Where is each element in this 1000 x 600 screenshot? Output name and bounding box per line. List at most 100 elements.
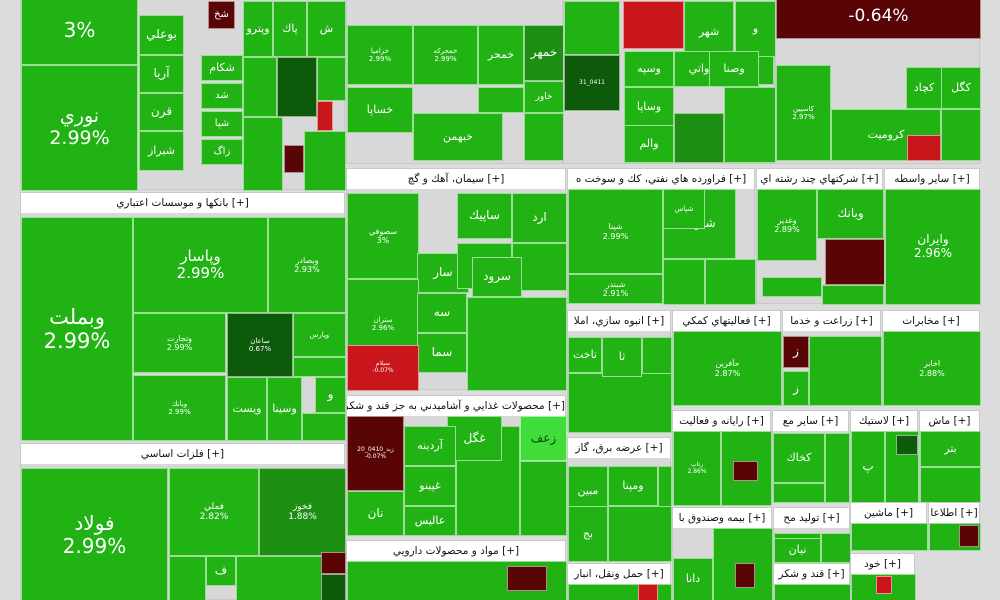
- treemap-cell[interactable]: [304, 131, 346, 191]
- stock-tile[interactable]: فولاد 2.99%: [21, 468, 168, 600]
- sector-header[interactable]: [+] مخابرات: [883, 311, 979, 331]
- stock-tile[interactable]: شپاس: [663, 189, 705, 229]
- sector-top_mid[interactable]: خزامیا 2.99% خساپا خبهمن خمحركه 2.99% خمحر خمهر…: [346, 0, 564, 164]
- stock-tile[interactable]: 31_0411: [564, 55, 620, 111]
- stock-tile[interactable]: زعف: [520, 416, 567, 461]
- sector-machinery[interactable]: بتر [+] ماش: [919, 410, 981, 503]
- treemap-cell[interactable]: [941, 109, 981, 161]
- stock-tile[interactable]: ومپنا: [608, 466, 658, 506]
- stock-tile[interactable]: كگل: [941, 67, 981, 109]
- stock-tile[interactable]: ارد: [512, 193, 567, 243]
- stock-tile[interactable]: [825, 239, 885, 285]
- stock-tile[interactable]: وتجارت 2.99%: [133, 313, 226, 373]
- sector-computer[interactable]: رتاپ 2.86% [+] رايانه و فعاليت: [672, 410, 772, 506]
- stock-tile[interactable]: وغدير 2.89%: [757, 189, 817, 261]
- treemap-cell[interactable]: [733, 461, 758, 481]
- treemap-cell[interactable]: [277, 57, 317, 117]
- stock-tile[interactable]: غپينو: [404, 466, 456, 506]
- sector-header[interactable]: [+] محصولات غذايي و آشاميدني به جز قند و…: [347, 396, 565, 416]
- sector-insurance[interactable]: دانا [+] بيمه وصندوق با: [672, 507, 773, 600]
- stock-tile[interactable]: و: [735, 1, 776, 57]
- sector-aux[interactable]: حآفرین 2.87% [+] فعاليتهاي كمكي: [672, 310, 782, 406]
- sector-cement[interactable]: سصوفي3%ساپيكاردسارسغسرودستران2.96%سهسماس…: [346, 168, 567, 391]
- treemap-cell[interactable]: [568, 373, 672, 433]
- stock-tile[interactable]: سما: [417, 333, 467, 373]
- stock-tile[interactable]: كاسپين 2.97%: [776, 65, 831, 161]
- stock-tile[interactable]: شبندر 2.91%: [568, 274, 663, 304]
- treemap-cell[interactable]: [735, 563, 755, 588]
- treemap-cell[interactable]: [169, 556, 206, 600]
- stock-tile[interactable]: آردينه: [404, 426, 456, 466]
- stock-tile[interactable]: سه: [417, 293, 467, 333]
- sector-info[interactable]: [+] اطلاعا: [928, 502, 981, 551]
- sector-header[interactable]: [+] لاستيك: [851, 411, 917, 431]
- stock-tile[interactable]: ثا: [602, 337, 642, 377]
- treemap-cell[interactable]: [822, 285, 884, 305]
- sector-agri[interactable]: ز ز [+] زراعت و خدما: [782, 310, 882, 406]
- stock-tile[interactable]: [762, 277, 822, 297]
- stock-tile[interactable]: زاگ: [201, 139, 243, 165]
- sector-header[interactable]: [+] ماش: [920, 411, 979, 431]
- stock-tile[interactable]: بج: [568, 506, 608, 562]
- stock-tile[interactable]: شخ: [208, 1, 235, 29]
- sector-header[interactable]: [+] بانكها و موسسات اعتباري: [21, 193, 344, 213]
- treemap-cell[interactable]: [809, 336, 882, 406]
- treemap-cell[interactable]: [774, 584, 851, 600]
- stock-tile[interactable]: وبانك: [817, 189, 884, 239]
- treemap-cell[interactable]: [524, 113, 564, 161]
- stock-tile[interactable]: خمحركه 2.99%: [413, 25, 478, 85]
- stock-tile[interactable]: وبملت 2.99%: [21, 217, 133, 441]
- stock-tile[interactable]: وايران 2.96%: [885, 189, 981, 305]
- sector-sugar[interactable]: [+] قند و شكر: [773, 563, 851, 600]
- sector-header[interactable]: [+] ساير مع: [773, 411, 848, 431]
- stock-tile[interactable]: فملي 2.82%: [169, 468, 259, 556]
- sector-banks[interactable]: وبملت 2.99% وپاسار 2.99% وبصادر 2.93% وتجارت 2.…: [20, 192, 346, 441]
- stock-tile[interactable]: نيان: [774, 538, 821, 563]
- stock-tile[interactable]: وپارس: [293, 313, 346, 357]
- stock-tile[interactable]: والم: [624, 125, 674, 163]
- stock-tile[interactable]: پ: [851, 431, 885, 503]
- stock-tile[interactable]: و: [315, 377, 346, 413]
- stock-tile[interactable]: ز: [783, 371, 809, 406]
- treemap-cell[interactable]: [663, 259, 705, 305]
- treemap-cell[interactable]: [317, 57, 346, 101]
- treemap-cell[interactable]: [713, 528, 773, 600]
- stock-tile[interactable]: تاخت: [568, 337, 602, 373]
- stock-tile[interactable]: خمحر: [478, 25, 524, 85]
- stock-tile[interactable]: شيراز: [139, 131, 184, 171]
- sector-telecom[interactable]: اخابر 2.88% [+] مخابرات: [882, 310, 981, 406]
- stock-tile[interactable]: خزامیا 2.99%: [347, 25, 413, 85]
- stock-tile[interactable]: حآفرین 2.87%: [673, 331, 782, 406]
- sector-header[interactable]: [+] رايانه و فعاليت: [673, 411, 770, 431]
- sector-header[interactable]: [+] سيمان، آهك و گچ: [347, 169, 565, 189]
- stock-tile[interactable]: وسينا: [267, 377, 302, 441]
- treemap-cell[interactable]: [478, 87, 524, 113]
- sector-header[interactable]: [+] شركتهاي چند رشته اي: [757, 169, 882, 189]
- sector-mashin2[interactable]: [+] ماشين: [850, 502, 928, 551]
- stock-tile[interactable]: [907, 135, 941, 161]
- stock-tile[interactable]: كخاك: [773, 433, 825, 483]
- stock-tile[interactable]: شپا: [201, 111, 243, 137]
- treemap-cell[interactable]: [467, 297, 567, 391]
- stock-tile[interactable]: نان: [347, 491, 404, 536]
- treemap-cell[interactable]: [674, 113, 724, 163]
- treemap-cell[interactable]: [851, 523, 928, 551]
- stock-tile[interactable]: پاك: [273, 1, 307, 57]
- treemap-cell[interactable]: [321, 574, 346, 600]
- sector-header[interactable]: [+] خود: [851, 554, 914, 574]
- sector-header[interactable]: [+] فلزات اساسي: [21, 444, 344, 464]
- sector-food[interactable]: زعف غگل زبد_0410_20 -0.07% آردينه غپينو نان عال…: [346, 395, 567, 536]
- stock-tile[interactable]: عاليس: [404, 506, 456, 536]
- sector-top_right1[interactable]: شهر و وسپه واتي وصنا وساپا والم 31_0411: [563, 0, 776, 164]
- sector-header[interactable]: [+] حمل ونقل، انبار: [568, 564, 670, 584]
- stock-tile[interactable]: سصوفي 3%: [347, 193, 419, 279]
- sector-header[interactable]: [+] اطلاعا: [929, 503, 979, 523]
- stock-tile[interactable]: وسپه: [624, 51, 674, 87]
- stock-tile[interactable]: وصنا: [709, 51, 759, 87]
- treemap-cell[interactable]: [773, 483, 825, 503]
- stock-tile[interactable]: ز: [783, 336, 809, 368]
- treemap-cell[interactable]: [302, 413, 346, 441]
- stock-tile[interactable]: شد: [201, 83, 243, 109]
- treemap-cell[interactable]: [959, 525, 979, 547]
- stock-tile[interactable]: آريا: [139, 55, 184, 93]
